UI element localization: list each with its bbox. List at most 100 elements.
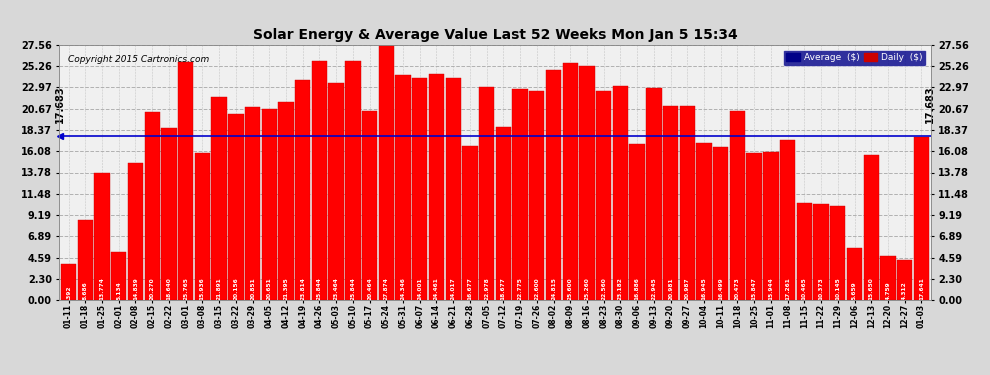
Text: 23.182: 23.182 (618, 277, 623, 300)
Bar (496, 127, 511, 300)
Text: 15.847: 15.847 (751, 277, 756, 300)
Text: 15.944: 15.944 (768, 277, 773, 300)
Text: 8.686: 8.686 (83, 281, 88, 300)
Text: 20.270: 20.270 (149, 277, 154, 300)
Text: 20.464: 20.464 (367, 277, 372, 300)
Text: 18.677: 18.677 (501, 277, 506, 300)
Bar (630, 144, 644, 300)
Bar (228, 114, 244, 300)
Bar (111, 252, 127, 300)
Text: 22.600: 22.600 (535, 277, 540, 300)
Bar (513, 89, 528, 300)
Text: 16.886: 16.886 (635, 277, 640, 300)
Text: 21.891: 21.891 (217, 277, 222, 300)
Text: 24.001: 24.001 (417, 277, 423, 300)
Bar (696, 143, 712, 300)
Bar (378, 42, 394, 300)
Text: 25.765: 25.765 (183, 277, 188, 300)
Text: 17.683: 17.683 (55, 85, 65, 123)
Bar (412, 78, 428, 300)
Text: 5.134: 5.134 (116, 281, 121, 300)
Text: 17.261: 17.261 (785, 277, 790, 300)
Bar (663, 106, 678, 300)
Text: 20.473: 20.473 (735, 277, 740, 300)
Bar (329, 83, 344, 300)
Text: 23.464: 23.464 (334, 277, 339, 300)
Text: .392: .392 (66, 285, 71, 300)
Bar (312, 61, 327, 300)
Text: 25.260: 25.260 (584, 277, 589, 300)
Text: 4.312: 4.312 (902, 281, 907, 300)
Bar (94, 172, 110, 300)
Text: 23.814: 23.814 (300, 277, 305, 300)
Bar (730, 111, 745, 300)
Text: 22.560: 22.560 (601, 277, 606, 300)
Bar (161, 128, 176, 300)
Bar (713, 147, 729, 300)
Text: 24.461: 24.461 (434, 277, 439, 300)
Bar (479, 87, 494, 300)
Bar (178, 62, 193, 300)
Text: 20.651: 20.651 (266, 277, 272, 300)
Bar (579, 66, 595, 300)
Text: 17.683: 17.683 (925, 85, 935, 123)
Bar (914, 137, 929, 300)
Bar (646, 88, 661, 300)
Bar (613, 86, 628, 300)
Bar (679, 106, 695, 300)
Bar (462, 146, 477, 300)
Bar (145, 112, 160, 300)
Bar (61, 264, 76, 300)
Bar (545, 70, 561, 300)
Bar (880, 256, 896, 300)
Bar (295, 80, 311, 300)
Bar (529, 91, 545, 300)
Text: 15.936: 15.936 (200, 277, 205, 300)
Text: 24.815: 24.815 (551, 277, 556, 300)
Bar (195, 153, 210, 300)
Bar (814, 204, 829, 300)
Text: 24.017: 24.017 (450, 277, 455, 300)
Bar (780, 140, 795, 300)
Text: 4.759: 4.759 (885, 281, 890, 300)
Bar (846, 248, 862, 300)
Bar (562, 63, 578, 300)
Text: 5.659: 5.659 (852, 281, 857, 300)
Text: 22.945: 22.945 (651, 277, 656, 300)
Bar (596, 91, 612, 300)
Bar (797, 203, 812, 300)
Text: 20.156: 20.156 (234, 277, 239, 300)
Text: 10.145: 10.145 (836, 277, 841, 300)
Bar (346, 61, 360, 300)
Text: 25.600: 25.600 (567, 277, 573, 300)
Text: 15.650: 15.650 (869, 277, 874, 300)
Text: 25.844: 25.844 (350, 277, 355, 300)
Text: 20.981: 20.981 (668, 277, 673, 300)
Bar (830, 206, 845, 300)
Bar (212, 98, 227, 300)
Bar (128, 163, 144, 300)
Text: 18.640: 18.640 (166, 277, 171, 300)
Text: 27.874: 27.874 (384, 277, 389, 300)
Bar (362, 111, 377, 300)
Text: Copyright 2015 Cartronics.com: Copyright 2015 Cartronics.com (68, 55, 209, 64)
Bar (245, 107, 260, 300)
Text: 20.851: 20.851 (250, 277, 255, 300)
Bar (897, 260, 913, 300)
Bar (446, 78, 461, 300)
Text: 25.844: 25.844 (317, 277, 322, 300)
Bar (77, 220, 93, 300)
Text: 16.499: 16.499 (718, 277, 724, 300)
Bar (261, 109, 277, 300)
Bar (395, 75, 411, 300)
Legend: Average  ($), Daily  ($): Average ($), Daily ($) (783, 50, 926, 66)
Title: Solar Energy & Average Value Last 52 Weeks Mon Jan 5 15:34: Solar Energy & Average Value Last 52 Wee… (252, 28, 738, 42)
Text: 14.839: 14.839 (133, 277, 138, 300)
Bar (863, 155, 879, 300)
Bar (429, 74, 445, 300)
Bar (746, 153, 762, 300)
Text: 13.774: 13.774 (100, 277, 105, 300)
Text: 10.373: 10.373 (819, 277, 824, 300)
Bar (278, 102, 294, 300)
Text: 10.465: 10.465 (802, 277, 807, 300)
